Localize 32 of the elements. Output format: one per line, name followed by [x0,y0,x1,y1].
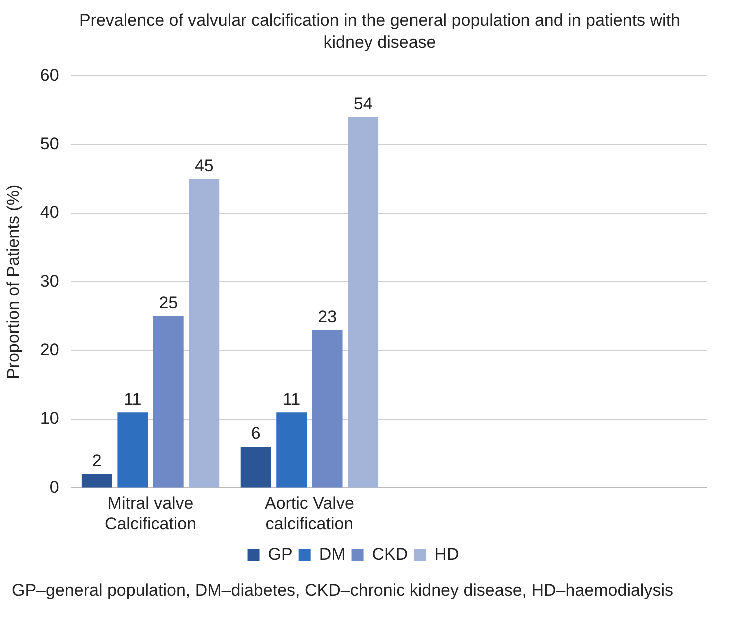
bar [82,474,112,488]
data-label: 54 [354,94,373,114]
legend-label: DM [319,545,346,564]
data-label: 11 [124,390,142,409]
legend-label: HD [434,545,460,564]
bar [312,330,343,488]
bar [240,447,272,488]
bar [276,412,308,488]
legend-label: GP [268,545,293,564]
data-label: 25 [159,294,178,313]
y-tick-label: 60 [40,66,60,85]
y-tick-label: 10 [40,409,60,428]
bar [153,316,184,488]
data-label: 2 [92,452,102,471]
x-tick-label: Mitral valve Calcification [104,494,197,534]
data-label: 6 [251,424,261,444]
y-tick-label: 50 [40,134,60,154]
legend-label: CKD [372,545,408,564]
bar [118,412,148,488]
chart-title: Prevalence of valvular calcification in the general population and in patients with kidney disease [78,10,682,54]
y-tick-label: 30 [40,272,60,291]
y-tick-label: 40 [40,203,60,222]
bar [348,117,379,488]
text: GP–general population, DM–diabetes, CKD–chronic kidney disease, HD–haemodialysis [12,580,674,602]
x-tick-label: Aortic Valve calcification [264,494,354,534]
y-axis-title: Proportion of Patients (%) [4,184,23,380]
y-tick-label: 20 [40,340,60,360]
data-label: 45 [194,156,214,176]
bar [189,179,220,488]
data-label: 11 [282,390,301,409]
y-tick-label: 0 [50,478,60,497]
data-label: 23 [318,307,338,326]
